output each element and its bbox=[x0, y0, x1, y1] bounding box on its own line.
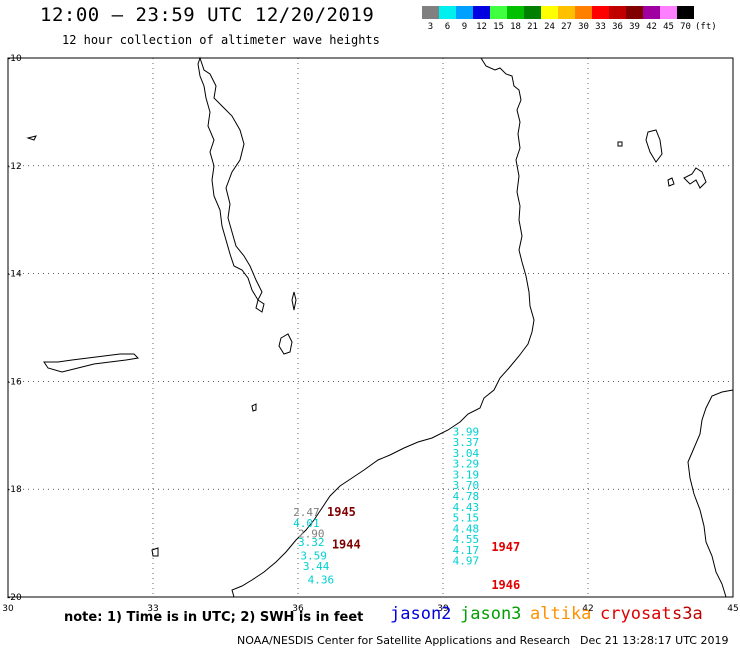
colorbar-unit: (ft) bbox=[695, 22, 717, 32]
colorbar-swatch bbox=[677, 6, 694, 19]
comoros-island bbox=[645, 129, 663, 163]
colorbar-swatch bbox=[541, 6, 558, 19]
swh-observation: 3.70 bbox=[453, 479, 480, 492]
colorbar-swatch bbox=[507, 6, 524, 19]
colorbar-labels: 3 6 9 12 15 18 21 24 27 30 33 36 39 42 45 70 (ft) bbox=[422, 22, 717, 32]
footnote: note: 1) Time is in UTC; 2) SWH is in fe… bbox=[64, 610, 364, 625]
small-lake-outline bbox=[151, 547, 159, 557]
colorbar-swatch bbox=[660, 6, 677, 19]
colorbar-swatch bbox=[490, 6, 507, 19]
legend-jason3: jason3 bbox=[460, 604, 522, 624]
colorbar-label: 12 bbox=[476, 22, 487, 32]
colorbar-label: 6 bbox=[444, 22, 451, 32]
swh-observation: 2.47 bbox=[293, 506, 320, 519]
credit-text: NOAA/NESDIS Center for Satellite Applica… bbox=[237, 634, 571, 647]
swh-observation: 3.99 bbox=[453, 425, 480, 438]
swh-observation: 3.37 bbox=[453, 436, 480, 449]
generated-timestamp: Dec 21 13:28:17 UTC 2019 bbox=[580, 634, 729, 647]
colorbar-swatch bbox=[626, 6, 643, 19]
lake-malawi-outline bbox=[197, 56, 263, 302]
colorbar-label: 42 bbox=[646, 22, 657, 32]
colorbar-swatch bbox=[439, 6, 456, 19]
small-lake-outline bbox=[26, 135, 37, 141]
colorbar-label: 15 bbox=[493, 22, 504, 32]
pass-time-label: 1946 bbox=[491, 578, 520, 592]
legend-cryosat: cryosat bbox=[600, 604, 672, 624]
latitude-tick-label: -16 bbox=[7, 377, 22, 387]
colorbar-swatch bbox=[473, 6, 490, 19]
wave-height-colorbar bbox=[422, 6, 694, 19]
latitude-tick-label: -10 bbox=[7, 54, 22, 64]
swh-observation: 4.43 bbox=[453, 501, 480, 514]
colorbar-label: 36 bbox=[612, 22, 623, 32]
colorbar-label: 3 bbox=[427, 22, 434, 32]
swh-observation: 2.90 bbox=[298, 528, 325, 541]
colorbar-swatch bbox=[575, 6, 592, 19]
colorbar-label: 9 bbox=[461, 22, 468, 32]
colorbar-label: 70 bbox=[680, 22, 691, 32]
swh-observation: 4.78 bbox=[453, 490, 480, 503]
swh-observation: 3.59 bbox=[300, 549, 327, 562]
colorbar-label: 33 bbox=[595, 22, 606, 32]
colorbar-swatch bbox=[558, 6, 575, 19]
lake-kariba-outline bbox=[43, 353, 140, 373]
small-island bbox=[617, 141, 623, 147]
colorbar-swatch bbox=[609, 6, 626, 19]
swh-observation: 3.29 bbox=[453, 458, 480, 471]
mayotte-island bbox=[683, 167, 707, 189]
mainland-coastline bbox=[231, 57, 535, 598]
colorbar-label: 21 bbox=[527, 22, 538, 32]
swh-observation: 3.44 bbox=[303, 560, 330, 573]
swh-observation: 3.19 bbox=[453, 468, 480, 481]
pass-time-label: 1945 bbox=[327, 505, 356, 519]
longitude-tick-label: 33 bbox=[147, 604, 158, 614]
madagascar-coastline bbox=[687, 389, 734, 598]
longitude-tick-label: 42 bbox=[582, 604, 593, 614]
colorbar-label: 27 bbox=[561, 22, 572, 32]
longitude-tick-label: 45 bbox=[727, 604, 738, 614]
small-lake-outline bbox=[251, 403, 257, 412]
colorbar-label: 18 bbox=[510, 22, 521, 32]
colorbar-label: 39 bbox=[629, 22, 640, 32]
map-frame bbox=[7, 57, 734, 598]
pass-time-label: 1944 bbox=[332, 537, 361, 551]
map-title: 12:00 – 23:59 UTC 12/20/2019 bbox=[40, 4, 375, 26]
legend-s3a: s3a bbox=[672, 604, 703, 624]
legend-jason2: jason2 bbox=[390, 604, 452, 624]
swh-observation: 3.04 bbox=[453, 447, 480, 460]
small-lake-outline bbox=[255, 299, 265, 313]
swh-observation: 4.48 bbox=[453, 522, 480, 535]
latitude-tick-label: -18 bbox=[7, 485, 22, 495]
colorbar-swatch bbox=[422, 6, 439, 19]
pass-time-label: 1947 bbox=[491, 540, 520, 554]
colorbar-label: 45 bbox=[663, 22, 674, 32]
legend-altika: altika bbox=[530, 604, 592, 624]
swh-observation: 4.36 bbox=[308, 574, 335, 587]
colorbar-swatch bbox=[643, 6, 660, 19]
longitude-tick-label: 30 bbox=[2, 604, 14, 614]
swh-observation: 4.01 bbox=[293, 517, 320, 530]
small-island bbox=[667, 177, 675, 187]
latitude-tick-label: -20 bbox=[7, 593, 22, 603]
colorbar-swatch bbox=[592, 6, 609, 19]
colorbar-swatch bbox=[456, 6, 473, 19]
small-lake-outline bbox=[291, 291, 297, 311]
swh-observation: 4.55 bbox=[453, 533, 480, 546]
latitude-tick-label: -12 bbox=[7, 162, 22, 172]
swh-observation: 4.17 bbox=[453, 544, 480, 557]
swh-observation: 3.32 bbox=[298, 536, 325, 549]
colorbar-label: 24 bbox=[544, 22, 555, 32]
longitude-tick-label: 36 bbox=[292, 604, 304, 614]
latitude-tick-label: -14 bbox=[7, 270, 22, 280]
colorbar-label: 30 bbox=[578, 22, 589, 32]
swh-observation: 5.15 bbox=[453, 512, 480, 525]
small-lake-outline bbox=[278, 333, 293, 355]
longitude-tick-label: 39 bbox=[437, 604, 449, 614]
map-subtitle: 12 hour collection of altimeter wave hei… bbox=[62, 33, 380, 47]
colorbar-swatch bbox=[524, 6, 541, 19]
swh-observation: 4.97 bbox=[453, 555, 480, 568]
